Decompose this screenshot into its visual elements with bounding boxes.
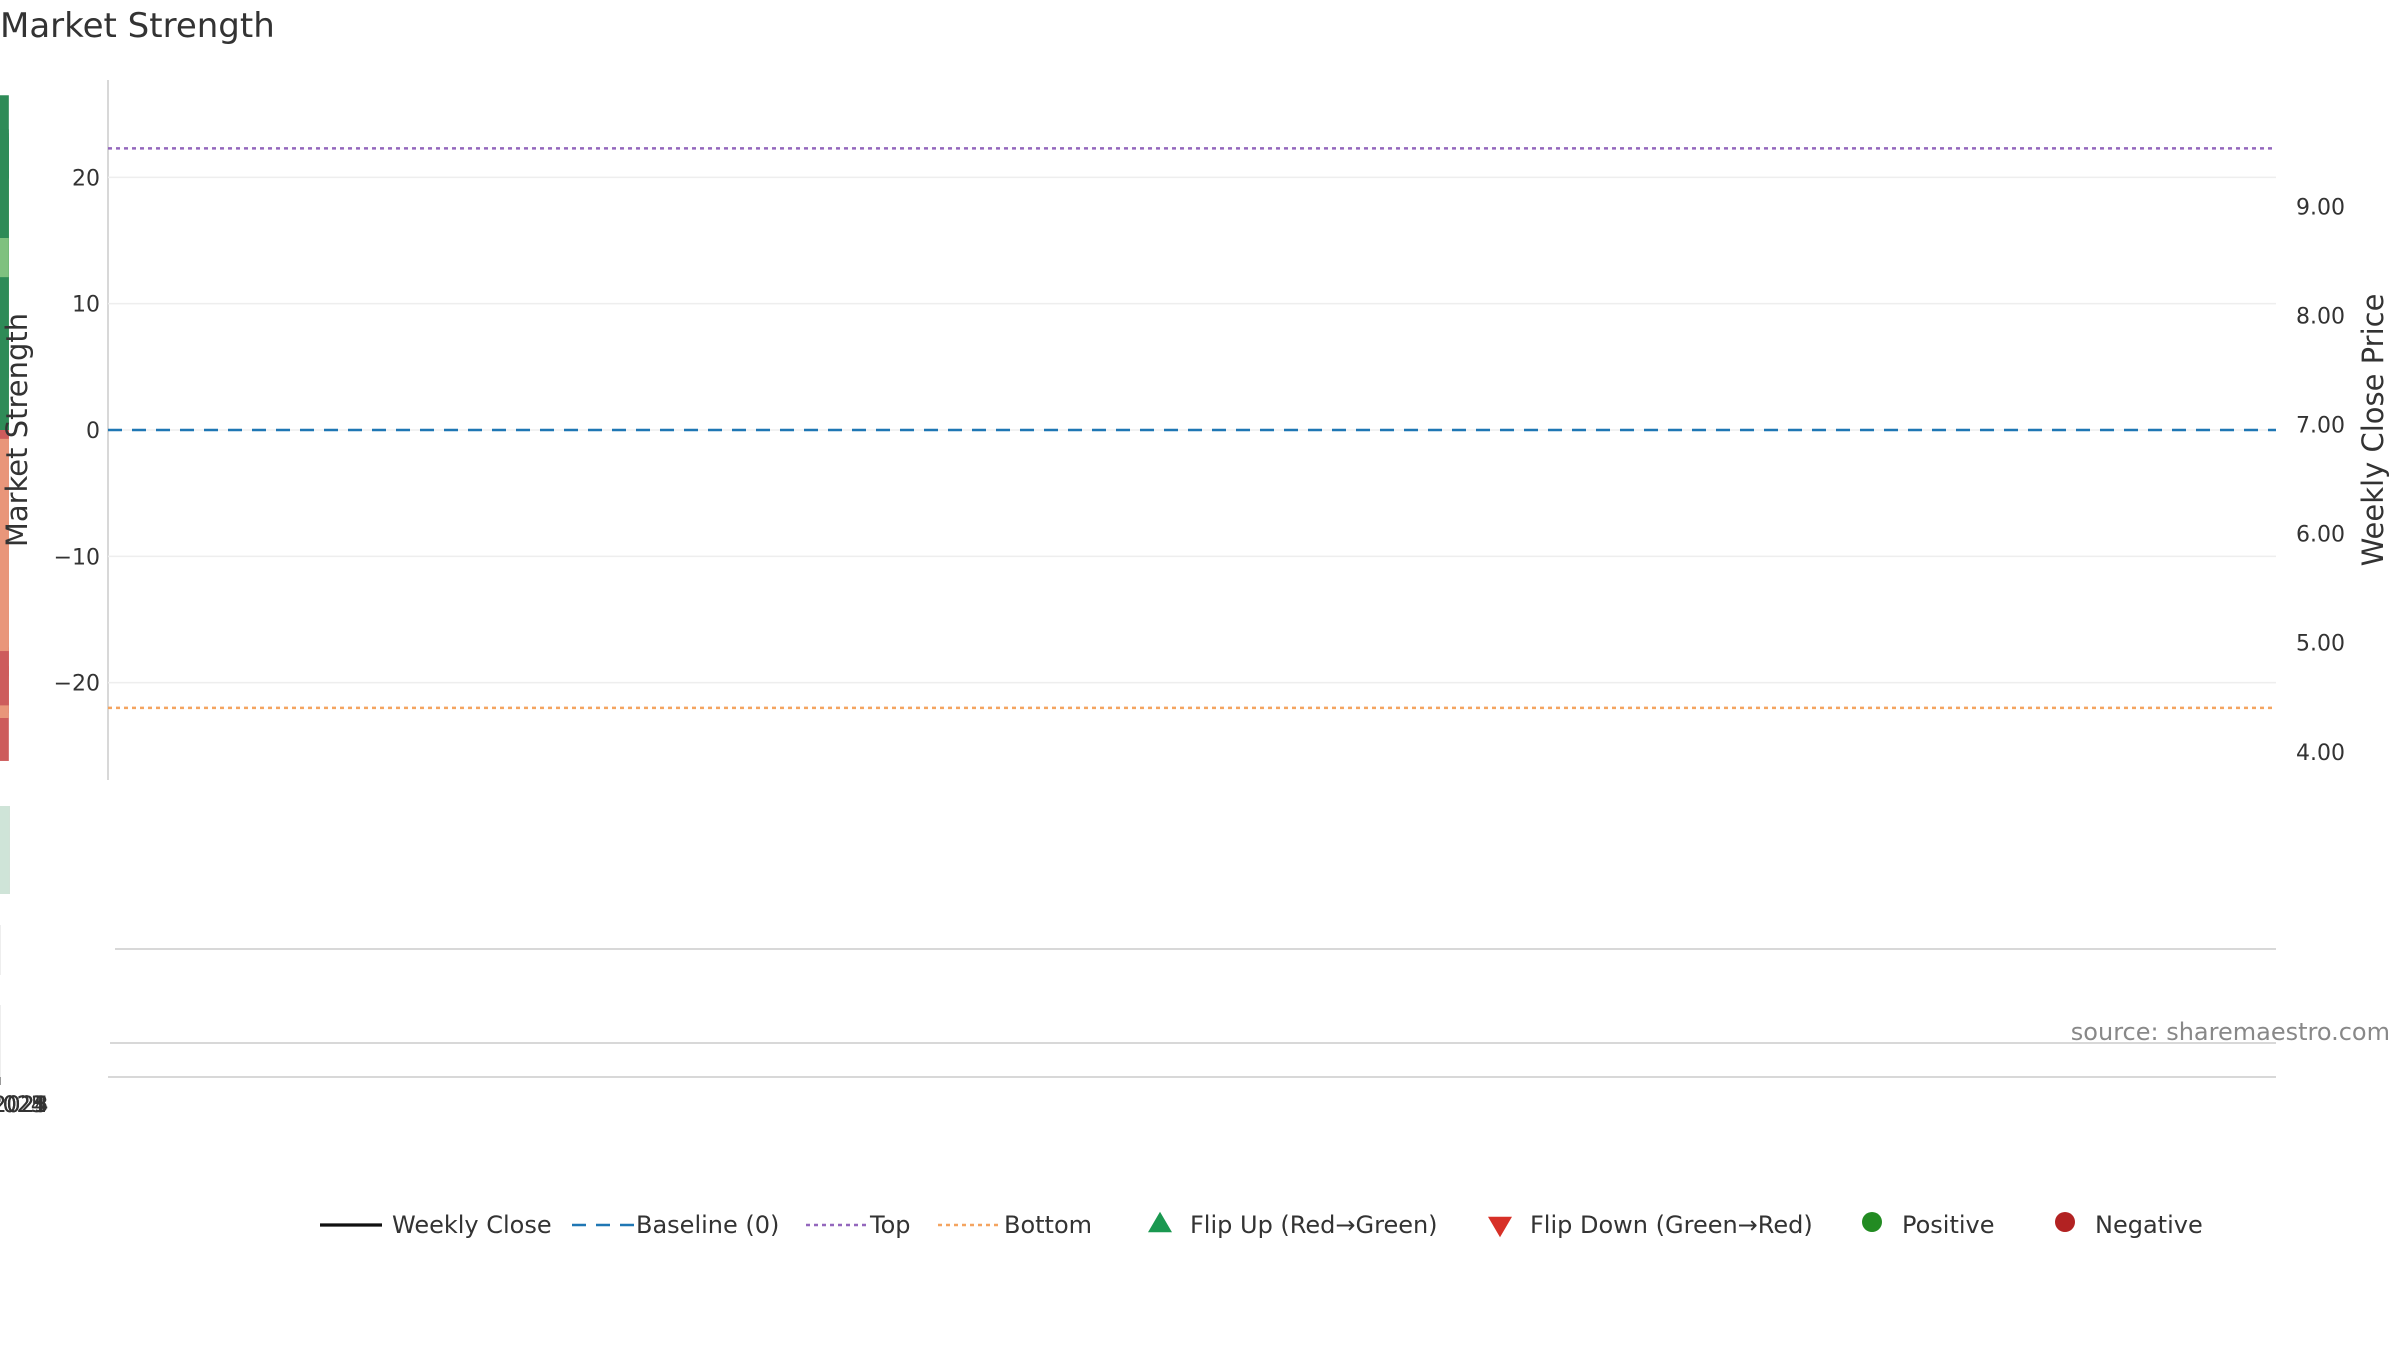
y2-tick-label: 7.00 [2296,414,2345,439]
legend-label: Baseline (0) [636,1211,779,1239]
y-tick-label: −20 [54,672,100,697]
legend-label: Flip Down (Green→Red) [1530,1211,1813,1239]
strength-heat-strip [0,806,10,894]
y-axis-left-ticks: −20 −10 0 10 20 [54,166,100,696]
legend-label: Negative [2095,1211,2203,1239]
legend-label: Flip Up (Red→Green) [1190,1211,1438,1239]
legend-label: Bottom [1004,1211,1092,1239]
y-tick-label: 0 [86,419,100,444]
reference-lines [108,147,2276,710]
legend-label: Top [869,1211,911,1239]
source-note: source: sharemaestro.com [2071,1018,2390,1046]
x-tick-label: Jan 2024 [0,1093,48,1118]
x-tick-label: Jan 2025 [0,1093,48,1118]
legend-label: Weekly Close [392,1211,552,1239]
heat-strip-cell [0,806,10,894]
y2-tick-label: 4.00 [2296,741,2345,766]
x-axis-ticks: Jan 2023Jul 2023Jan 2024Jul 2024Jan 2025… [0,925,48,1118]
y2-axis-label: Weekly Close Price [2356,294,2390,567]
legend-flip-up-swatch [1148,1211,1172,1233]
x-tick-label: Jul 2025 [0,1093,45,1118]
y2-tick-label: 8.00 [2296,304,2345,329]
strength-bar [0,423,9,430]
strength-bar [0,334,9,430]
legend-flip-down-swatch [1488,1216,1512,1238]
legend-label: Positive [1902,1211,1995,1239]
legend-positive-swatch [1862,1212,1882,1232]
x-tick-label: Jan 2023 [0,1093,48,1118]
y2-tick-label: 5.00 [2296,632,2345,657]
flip-markers [108,948,2276,1078]
legend: Weekly Close Baseline (0) Top Bottom Flip Up… [320,1211,2203,1239]
strength-bar [0,430,9,439]
y-tick-label: 20 [72,166,100,191]
legend-negative-swatch [2055,1212,2075,1232]
x-tick-label: Jul 2023 [0,1093,45,1118]
y-axis-label: Market Strength [0,313,34,547]
y2-tick-label: 6.00 [2296,523,2345,548]
strength-bar [0,430,9,465]
y2-tick-label: 9.00 [2296,195,2345,220]
strength-bars [0,95,9,761]
y-tick-label: 10 [72,293,100,318]
x-tick-label: Jul 2024 [0,1093,45,1118]
chart-title: Market Strength [0,6,275,46]
y-axis-right-ticks: 4.00 5.00 6.00 7.00 8.00 9.00 [2296,195,2345,765]
y-tick-label: −10 [54,545,100,570]
